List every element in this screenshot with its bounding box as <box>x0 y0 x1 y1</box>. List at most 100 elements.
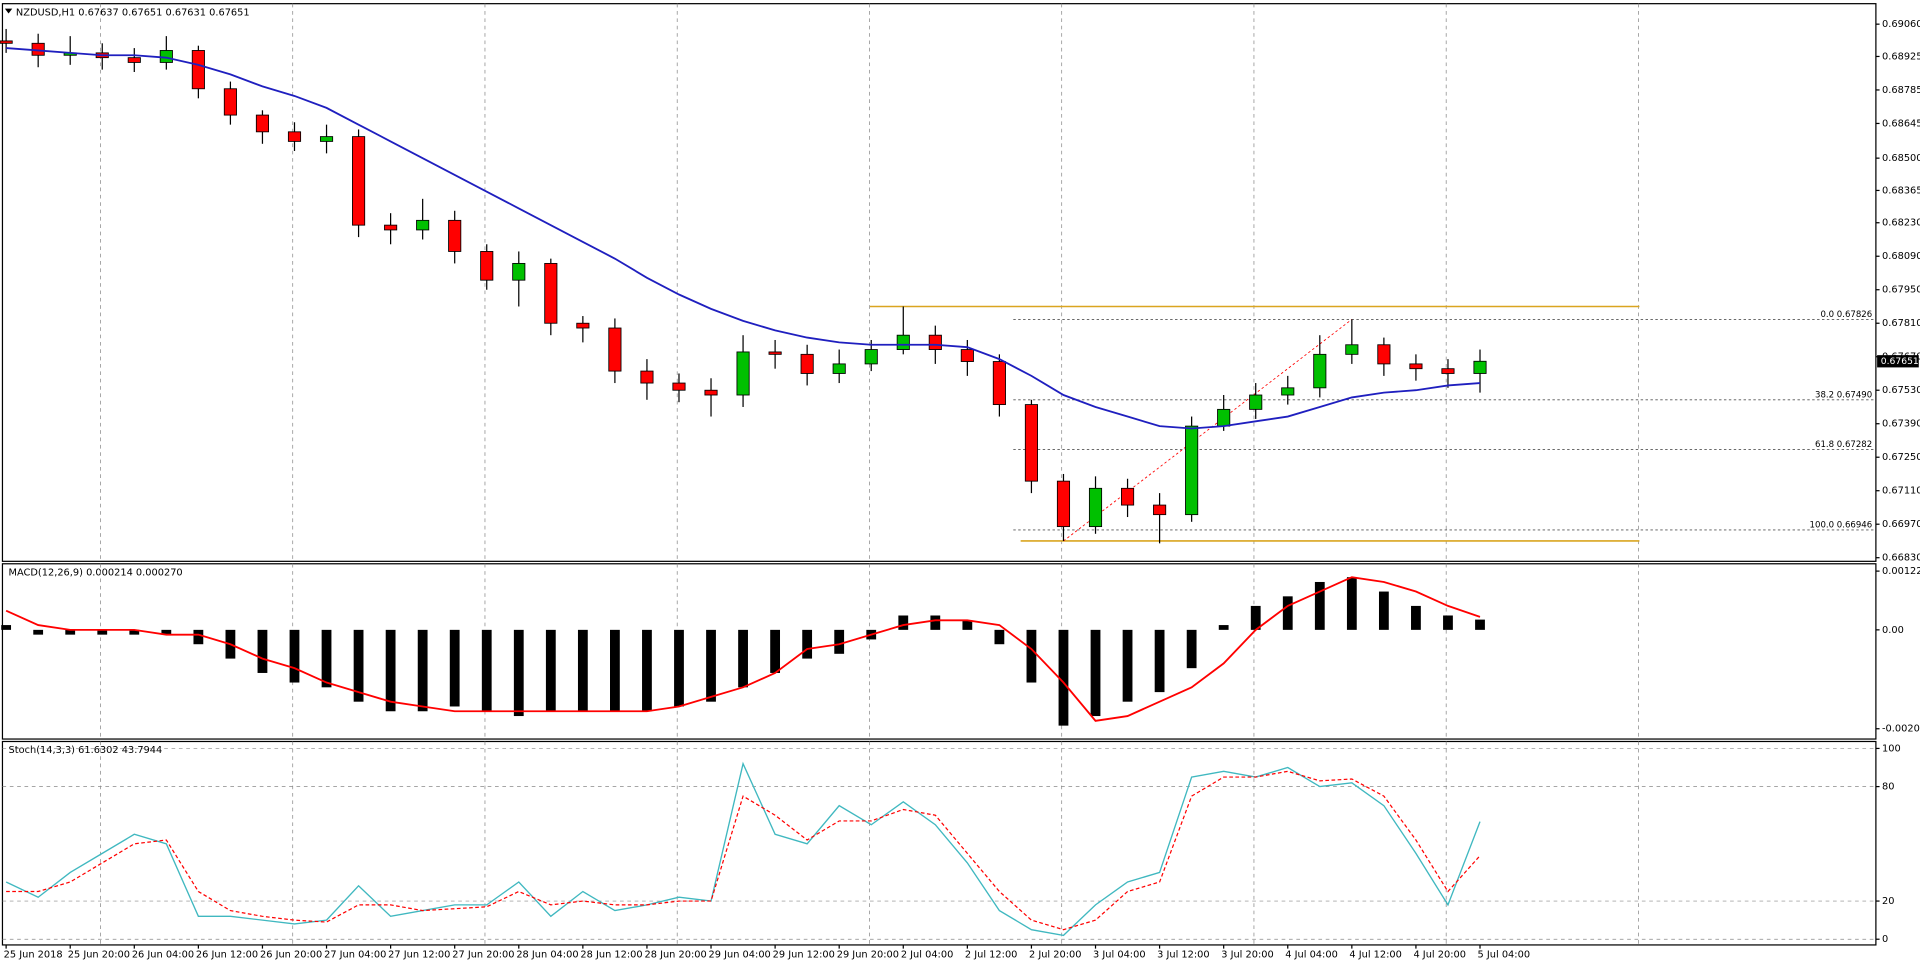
stoch-signal <box>6 770 1481 931</box>
candle-body <box>0 40 13 44</box>
x-tick-label: 2 Jul 12:00 <box>965 950 1018 961</box>
candle-body <box>287 131 302 142</box>
candle-body <box>480 251 494 281</box>
y-tick-label: 0.67390 <box>1882 419 1920 430</box>
macd-bar <box>545 629 556 712</box>
macd-bar <box>610 629 620 712</box>
candle-body <box>832 363 846 374</box>
y-tick-label: 100 <box>1882 743 1901 754</box>
macd-bar <box>577 629 588 712</box>
macd-bar <box>289 629 300 683</box>
macd-bar <box>1411 605 1421 630</box>
y-tick-label: 0.001227 <box>1882 566 1920 577</box>
macd-signal <box>5 576 1481 722</box>
macd-bar <box>1218 625 1229 630</box>
macd-bar <box>481 629 492 712</box>
candle-body <box>127 57 141 63</box>
x-tick-label: 29 Jun 04:00 <box>709 950 771 961</box>
macd-bar <box>738 629 748 688</box>
macd-bar <box>33 629 44 635</box>
x-tick-label: 3 Jul 04:00 <box>1093 950 1146 961</box>
y-tick-label: 0.68500 <box>1882 153 1920 164</box>
candle-body <box>672 382 686 391</box>
macd-bar <box>353 629 364 702</box>
candle-body <box>896 334 910 350</box>
candle-body <box>1409 363 1423 370</box>
candle-body <box>191 50 205 90</box>
candle-body <box>448 219 462 252</box>
macd-bar <box>449 629 460 707</box>
macd-bar <box>65 629 76 635</box>
candle-body <box>768 351 782 355</box>
macd-panel <box>1 563 1877 740</box>
macd-bar <box>161 629 172 635</box>
macd-bar <box>417 629 428 712</box>
x-tick-label: 27 Jun 20:00 <box>452 950 514 961</box>
macd-bar <box>1058 629 1069 726</box>
fib-label: 38.2 0.67490 <box>1815 390 1872 400</box>
price-title: NZDUSD,H1 0.67637 0.67651 0.67631 0.6765… <box>16 7 250 18</box>
candle-body <box>736 351 750 396</box>
y-tick-label: 0.68645 <box>1882 118 1920 129</box>
macd-title: MACD(12,26,9) 0.000214 0.000270 <box>9 567 183 578</box>
macd-bar <box>1282 596 1293 630</box>
candle-body <box>992 361 1006 406</box>
macd-bar <box>1186 629 1197 669</box>
candle-body <box>512 262 526 281</box>
fib-trend <box>1063 319 1353 542</box>
price-panel <box>1 3 1877 562</box>
x-tick-label: 25 Jun 2018 <box>4 950 63 961</box>
candle-body <box>1153 504 1167 516</box>
candle-body <box>255 114 270 133</box>
x-tick-label: 28 Jun 12:00 <box>580 950 642 961</box>
macd-bar <box>257 629 268 673</box>
macd-bar <box>834 629 845 654</box>
x-tick-label: 27 Jun 12:00 <box>388 950 450 961</box>
x-tick-label: 25 Jun 20:00 <box>68 950 130 961</box>
macd-bar <box>930 615 941 630</box>
x-tick-label: 28 Jun 20:00 <box>644 950 706 961</box>
y-tick-label: 0.66970 <box>1882 519 1920 530</box>
fib-label: 61.8 0.67282 <box>1815 440 1872 450</box>
candle-body <box>1217 408 1231 427</box>
macd-bar <box>129 629 140 635</box>
macd-bar <box>513 629 524 717</box>
macd-bar <box>1026 629 1037 683</box>
moving-average <box>6 47 1481 430</box>
y-tick-label: 0.00 <box>1882 625 1904 636</box>
y-tick-label: 0.67950 <box>1882 285 1920 296</box>
candle-body <box>704 389 718 396</box>
macd-bar <box>1378 591 1389 630</box>
x-tick-label: 2 Jul 20:00 <box>1029 950 1082 961</box>
macd-bar <box>321 629 332 688</box>
x-tick-label: 4 Jul 12:00 <box>1349 950 1402 961</box>
candle-body <box>1281 387 1295 396</box>
candle-body <box>1024 404 1038 482</box>
macd-bar <box>193 629 204 645</box>
macd-bar <box>1475 619 1485 630</box>
macd-bar <box>706 629 716 702</box>
x-tick-label: 2 Jul 04:00 <box>901 950 954 961</box>
candle-body <box>928 334 942 350</box>
candle-body <box>416 219 430 231</box>
candle-body <box>864 349 878 365</box>
candle-body <box>1313 353 1327 389</box>
menu-triangle <box>4 8 13 14</box>
y-tick-label: 0.68090 <box>1882 251 1920 262</box>
x-tick-label: 4 Jul 04:00 <box>1285 950 1338 961</box>
x-tick-label: 28 Jun 04:00 <box>516 950 578 961</box>
stoch-main <box>5 761 1481 937</box>
y-tick-label: 20 <box>1882 896 1894 907</box>
fib-label: 0.0 0.67826 <box>1820 310 1872 320</box>
candle-body <box>1056 480 1071 528</box>
y-tick-label: 0.67810 <box>1882 318 1920 329</box>
macd-bar <box>1314 581 1325 630</box>
candle-body <box>640 370 654 384</box>
y-tick-label: 0.67250 <box>1882 452 1920 463</box>
macd-bar <box>1250 605 1261 630</box>
candle-body <box>1473 360 1487 374</box>
x-tick-label: 5 Jul 04:00 <box>1478 950 1531 961</box>
